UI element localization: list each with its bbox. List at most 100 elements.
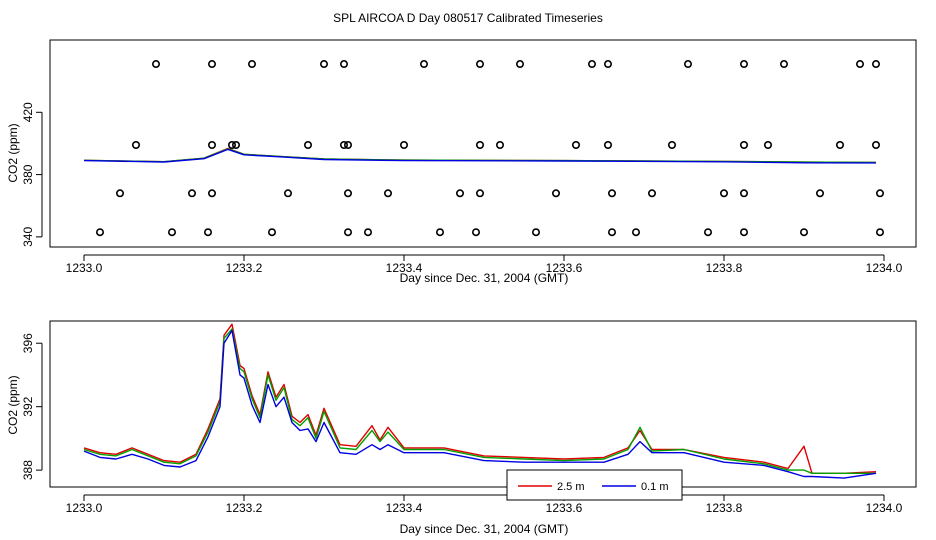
bottom-series-line-2.5m bbox=[83, 323, 877, 474]
data-point-marker bbox=[815, 189, 824, 198]
top-series-line-blue bbox=[83, 148, 877, 164]
bottom-x-tick-label: 1233.8 bbox=[706, 501, 743, 515]
bottom-plot-frame bbox=[49, 320, 917, 488]
data-point-marker bbox=[587, 60, 596, 69]
data-point-marker bbox=[343, 228, 352, 237]
top-plot-frame bbox=[49, 39, 917, 248]
data-point-marker bbox=[208, 141, 217, 150]
data-point-marker bbox=[855, 60, 864, 69]
data-point-marker bbox=[208, 60, 217, 69]
top-x-tick-label: 1233.2 bbox=[226, 261, 263, 275]
data-point-marker bbox=[283, 189, 292, 198]
data-point-marker bbox=[779, 60, 788, 69]
bottom-y-tick-label: 388 bbox=[21, 460, 35, 480]
data-point-marker bbox=[363, 228, 372, 237]
top-x-tick-label: 1233.8 bbox=[706, 261, 743, 275]
top-markers bbox=[96, 60, 884, 237]
bottom-x-tick-label: 1233.6 bbox=[546, 501, 583, 515]
data-point-marker bbox=[471, 228, 480, 237]
data-point-marker bbox=[495, 141, 504, 150]
data-point-marker bbox=[116, 189, 125, 198]
data-point-marker bbox=[631, 228, 640, 237]
data-point-marker bbox=[799, 228, 808, 237]
bottom-panel: 1233.0 1233.2 1233.4 1233.6 1233.8 1234.0 388… bbox=[6, 320, 917, 536]
data-point-marker bbox=[875, 189, 884, 198]
data-point-marker bbox=[248, 60, 257, 69]
data-point-marker bbox=[339, 60, 348, 69]
data-point-marker bbox=[647, 189, 656, 198]
data-point-marker bbox=[399, 141, 408, 150]
data-point-marker bbox=[96, 228, 105, 237]
data-point-marker bbox=[551, 189, 560, 198]
data-point-marker bbox=[739, 141, 748, 150]
data-point-marker bbox=[719, 189, 728, 198]
data-point-marker bbox=[683, 60, 692, 69]
data-point-marker bbox=[871, 60, 880, 69]
data-point-marker bbox=[188, 189, 197, 198]
bottom-x-axis: 1233.0 1233.2 1233.4 1233.6 1233.8 1234.0 bbox=[66, 494, 903, 515]
data-point-marker bbox=[475, 189, 484, 198]
top-y-tick-label: 420 bbox=[21, 102, 35, 122]
data-point-marker bbox=[531, 228, 540, 237]
top-x-tick-label: 1233.4 bbox=[386, 261, 423, 275]
data-point-marker bbox=[515, 60, 524, 69]
data-point-marker bbox=[571, 141, 580, 150]
data-point-marker bbox=[607, 228, 616, 237]
data-point-marker bbox=[303, 141, 312, 150]
bottom-x-tick-label: 1233.0 bbox=[66, 501, 103, 515]
bottom-y-axis-label: CO2 (ppm) bbox=[6, 375, 20, 434]
top-y-tick-label: 380 bbox=[21, 164, 35, 184]
top-x-tick-label: 1234.0 bbox=[866, 261, 903, 275]
legend-box bbox=[506, 469, 683, 501]
data-point-marker bbox=[132, 141, 141, 150]
bottom-series-line-green bbox=[83, 328, 876, 474]
data-point-marker bbox=[339, 141, 348, 150]
data-point-marker bbox=[343, 189, 352, 198]
data-point-marker bbox=[475, 60, 484, 69]
bottom-series-lines bbox=[83, 323, 877, 479]
data-point-marker bbox=[152, 60, 161, 69]
bottom-x-tick-label: 1233.4 bbox=[386, 501, 423, 515]
top-x-tick-label: 1233.0 bbox=[66, 261, 103, 275]
top-x-tick-label: 1233.6 bbox=[546, 261, 583, 275]
data-point-marker bbox=[739, 60, 748, 69]
bottom-y-tick-label: 392 bbox=[21, 396, 35, 416]
data-point-marker bbox=[475, 141, 484, 150]
bottom-y-axis: 388 392 396 bbox=[21, 333, 43, 480]
top-series-lines bbox=[83, 147, 877, 164]
top-y-axis-label: CO2 (ppm) bbox=[6, 123, 20, 182]
data-point-marker bbox=[383, 189, 392, 198]
legend-label-2.5m: 2.5 m bbox=[557, 481, 585, 493]
bottom-x-tick-label: 1234.0 bbox=[866, 501, 903, 515]
top-x-axis-label: Day since Dec. 31, 2004 (GMT) bbox=[400, 271, 569, 285]
data-point-marker bbox=[419, 60, 428, 69]
data-point-marker bbox=[603, 141, 612, 150]
data-point-marker bbox=[763, 141, 772, 150]
data-point-marker bbox=[343, 141, 352, 150]
legend-label-0.1m: 0.1 m bbox=[641, 481, 669, 493]
top-panel: 1233.0 1233.2 1233.4 1233.6 1233.8 1234.0 340… bbox=[6, 39, 917, 285]
data-point-marker bbox=[875, 228, 884, 237]
data-point-marker bbox=[607, 189, 616, 198]
data-point-marker bbox=[204, 228, 213, 237]
data-point-marker bbox=[208, 189, 217, 198]
data-point-marker bbox=[703, 228, 712, 237]
data-point-marker bbox=[455, 189, 464, 198]
top-x-axis: 1233.0 1233.2 1233.4 1233.6 1233.8 1234.0 bbox=[66, 254, 903, 275]
data-point-marker bbox=[267, 228, 276, 237]
data-point-marker bbox=[739, 189, 748, 198]
data-point-marker bbox=[232, 141, 241, 150]
data-point-marker bbox=[667, 141, 676, 150]
data-point-marker bbox=[835, 141, 844, 150]
top-y-axis: 340 380 420 bbox=[21, 102, 43, 247]
bottom-x-tick-label: 1233.2 bbox=[226, 501, 263, 515]
data-point-marker bbox=[435, 228, 444, 237]
data-point-marker bbox=[739, 228, 748, 237]
top-y-tick-label: 340 bbox=[21, 227, 35, 247]
figure-title: SPL AIRCOA D Day 080517 Calibrated Times… bbox=[333, 11, 603, 25]
bottom-x-axis-label: Day since Dec. 31, 2004 (GMT) bbox=[400, 522, 569, 536]
legend: 2.5 m 0.1 m bbox=[506, 469, 683, 501]
data-point-marker bbox=[319, 60, 328, 69]
bottom-y-tick-label: 396 bbox=[21, 333, 35, 353]
